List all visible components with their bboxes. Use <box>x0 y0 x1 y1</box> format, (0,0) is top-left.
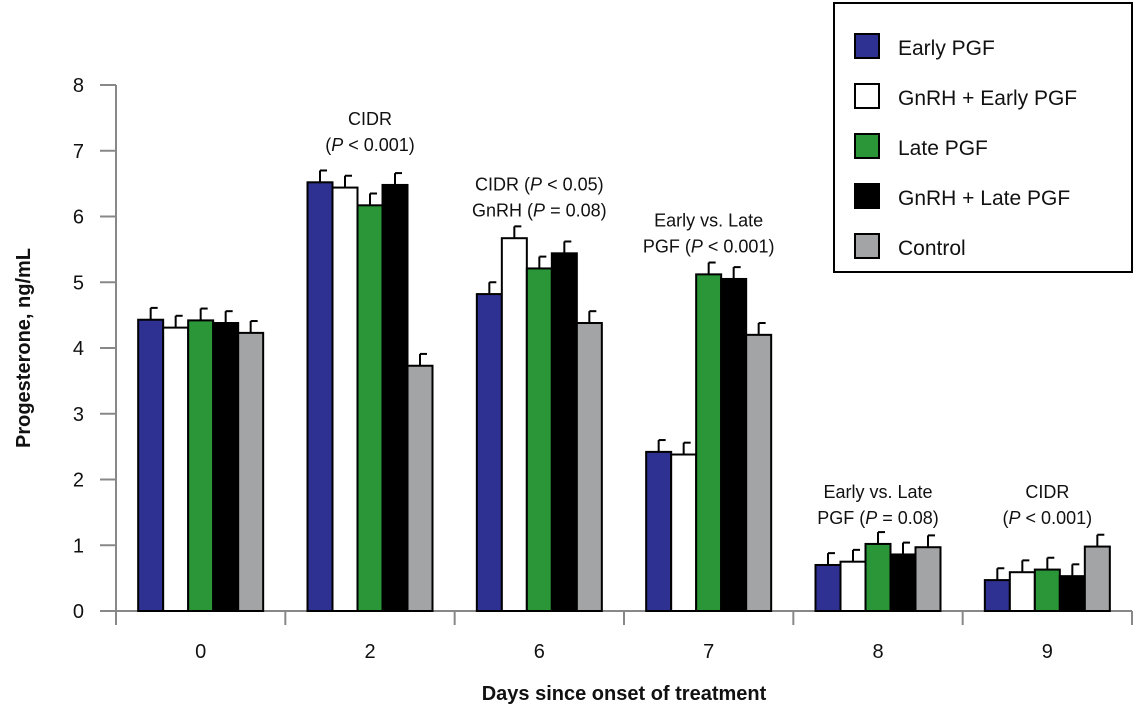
bar <box>575 322 603 612</box>
x-tick-label: 0 <box>195 641 206 663</box>
x-tick-label: 7 <box>703 641 714 663</box>
bar <box>983 579 1011 612</box>
legend-box <box>833 2 1133 273</box>
axes: 0 1 2 3 4 5 6 7 8 0 2 6 7 8 9 <box>73 75 1133 663</box>
bars <box>137 169 1111 613</box>
bar <box>137 318 165 612</box>
bar <box>814 563 842 612</box>
annotation-text: CIDR <box>1025 482 1069 502</box>
bar <box>745 333 773 612</box>
legend-swatch <box>854 183 880 209</box>
bar <box>1058 575 1086 613</box>
legend: Early PGF GnRH + Early PGF Late PGF GnRH + … <box>833 2 1133 273</box>
legend-label: GnRH + Early PGF <box>898 87 1077 110</box>
annotation-text: (P < 0.001) <box>325 135 415 155</box>
y-tick-label: 8 <box>73 75 84 97</box>
legend-swatch <box>854 133 880 159</box>
bar <box>889 553 917 613</box>
bar <box>720 277 748 612</box>
legend-swatch <box>854 83 880 109</box>
y-tick-label: 7 <box>73 141 84 163</box>
bar <box>500 237 528 612</box>
x-tick-label: 6 <box>534 641 545 663</box>
annotation-text: (P < 0.001) <box>1003 508 1093 528</box>
x-tick-label: 2 <box>364 641 375 663</box>
y-tick-label: 0 <box>73 601 84 623</box>
legend-swatch <box>854 233 880 259</box>
bar <box>839 560 867 612</box>
y-tick-label: 2 <box>73 470 84 492</box>
bar <box>1083 545 1111 612</box>
bar <box>187 319 215 612</box>
x-axis-title: Days since onset of treatment <box>482 683 767 705</box>
bar <box>237 331 265 612</box>
x-tick-label: 8 <box>872 641 883 663</box>
annotation-text: Early vs. Late <box>823 482 932 502</box>
bar <box>525 267 553 612</box>
bar <box>381 183 409 612</box>
legend-label: Late PGF <box>898 137 988 160</box>
bar <box>670 453 698 613</box>
bar <box>864 542 892 612</box>
bar <box>162 326 190 612</box>
bar <box>212 322 240 612</box>
annotation-text: GnRH (P = 0.08) <box>472 201 607 221</box>
annotation-text: CIDR (P < 0.05) <box>475 175 604 195</box>
y-axis-title: Progesterone, ng/mL <box>13 248 35 448</box>
legend-label: GnRH + Late PGF <box>898 187 1070 210</box>
annotation-text: PGF (P < 0.001) <box>643 237 775 257</box>
bar <box>306 181 334 612</box>
y-tick-label: 5 <box>73 272 84 294</box>
bar <box>550 252 578 612</box>
y-tick-label: 6 <box>73 207 84 229</box>
annotation-text: PGF (P = 0.08) <box>817 508 939 528</box>
annotation-text: CIDR <box>348 109 392 129</box>
bar <box>331 186 359 612</box>
bar <box>1033 568 1061 613</box>
bar <box>406 364 434 612</box>
legend-label: Early PGF <box>898 37 995 60</box>
bar <box>475 293 503 612</box>
bar <box>695 273 723 612</box>
legend-label: Control <box>898 237 966 260</box>
bar <box>914 546 942 612</box>
bar <box>356 204 384 612</box>
y-tick-label: 4 <box>73 338 84 360</box>
bar <box>1008 571 1036 613</box>
bar <box>645 450 673 613</box>
annotations: CIDR (P < 0.001) CIDR (P < 0.05) GnRH (P = … <box>325 109 1092 528</box>
annotation-text: Early vs. Late <box>654 211 763 231</box>
y-tick-label: 3 <box>73 404 84 426</box>
x-tick-label: 9 <box>1042 641 1053 663</box>
y-tick-label: 1 <box>73 535 84 557</box>
legend-swatch <box>854 33 880 59</box>
